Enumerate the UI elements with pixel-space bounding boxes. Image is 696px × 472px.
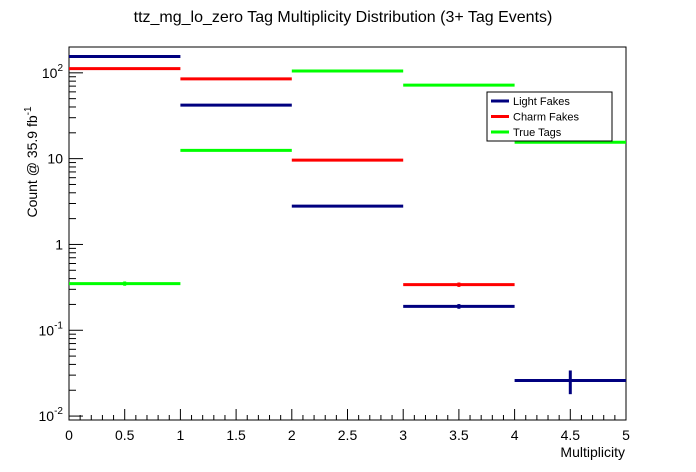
chart-title: ttz_mg_lo_zero Tag Multiplicity Distribu… [134,9,553,26]
y-tick-label: 102 [42,63,64,81]
y-tick-label-base: 1 [55,236,63,252]
legend-items: Light Fakes Charm Fakes True Tags [491,96,580,139]
y-tick-label-base: 10 [47,151,63,167]
x-tick-label: 2 [288,427,296,443]
x-tick-label: 0 [65,427,73,443]
y-tick-label: 1 [55,236,63,252]
x-axis-tick-labels: 0 0.5 1 1.5 2 2.5 3 3.5 4 4.5 5 [65,427,630,443]
x-tick-label: 4.5 [561,427,581,443]
series-group [69,54,626,395]
y-tick-label-base: 10 [39,322,55,338]
x-tick-label: 2.5 [338,427,358,443]
y-tick-label-exponent: -2 [54,406,63,417]
series-true-tags [69,69,626,286]
y-axis-ticks [69,46,83,421]
x-tick-label: 4 [511,427,519,443]
x-tick-label: 1.5 [226,427,246,443]
series-charm-fakes [69,67,515,287]
x-tick-label: 3 [399,427,407,443]
y-tick-label: 10-1 [39,320,64,338]
y-axis-title-superscript: -1 [23,106,34,115]
y-axis-title: Count @ 35.9 fb-1 [23,106,40,218]
series-light-fakes [69,54,626,395]
y-tick-label-exponent: 2 [57,63,63,74]
legend-label: True Tags [513,127,562,139]
y-tick-label: 10 [47,151,63,167]
y-axis-title-main: Count @ 35.9 fb [24,115,40,217]
x-tick-label: 3.5 [449,427,469,443]
y-tick-label: 10-2 [39,406,64,424]
legend-label: Light Fakes [513,96,570,108]
y-tick-label-exponent: -1 [54,320,63,331]
legend: Light Fakes Charm Fakes True Tags [486,91,613,142]
y-tick-label-base: 10 [39,408,55,424]
x-axis-ticks [68,409,627,420]
legend-label: Charm Fakes [513,112,580,124]
x-tick-label: 1 [177,427,185,443]
x-tick-label: 0.5 [115,427,135,443]
y-tick-label-base: 10 [42,65,58,81]
x-axis-title: Multiplicity [560,444,625,460]
x-tick-label: 5 [622,427,630,443]
